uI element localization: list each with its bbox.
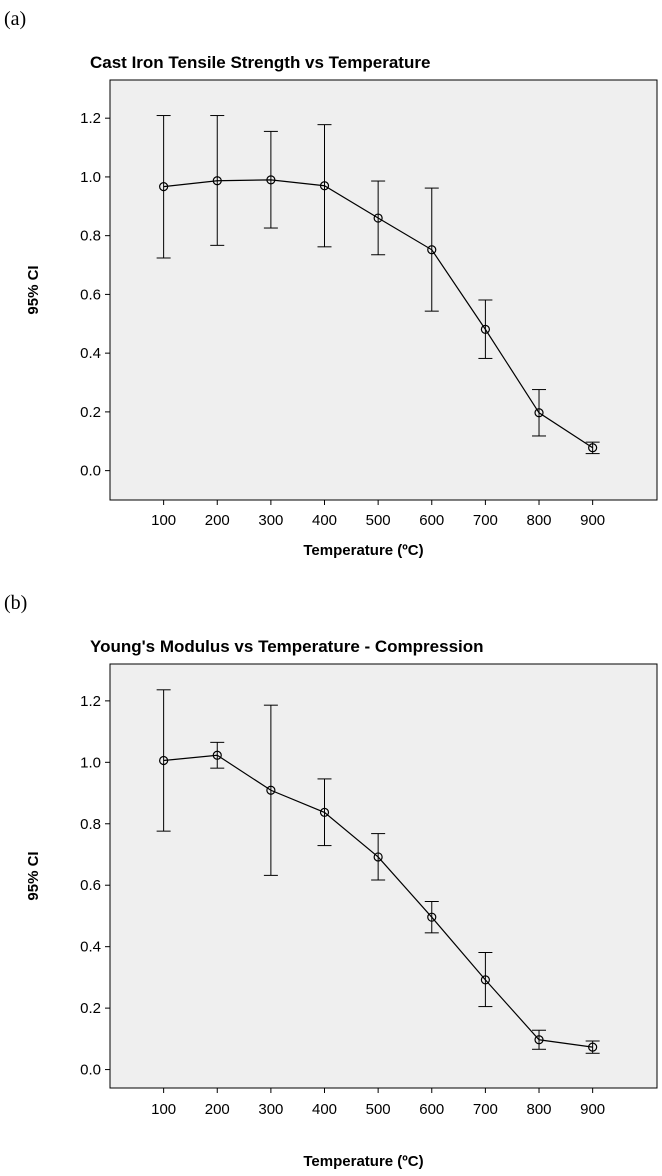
x-tick-label: 500 <box>366 1101 391 1118</box>
data-point <box>319 181 330 191</box>
x-tick-label: 600 <box>419 512 444 529</box>
chart-title: Cast Iron Tensile Strength vs Temperatur… <box>90 53 430 72</box>
data-point <box>588 443 598 453</box>
data-point <box>159 182 169 192</box>
plot-area <box>109 663 658 1089</box>
x-tick-label: 100 <box>151 512 176 529</box>
y-tick-label: 1.2 <box>80 110 101 127</box>
x-tick-label: 500 <box>366 512 391 529</box>
data-point <box>534 1035 544 1045</box>
y-tick-label: 0.0 <box>80 463 101 480</box>
x-axis-label: Temperature (ºC) <box>303 542 423 559</box>
data-point <box>427 245 437 255</box>
data-point <box>480 975 490 985</box>
data-point <box>480 324 490 334</box>
x-axis-label: Temperature (ºC) <box>303 1153 423 1170</box>
data-point <box>588 1042 598 1052</box>
x-tick-label: 900 <box>580 512 605 529</box>
chart-0: Cast Iron Tensile Strength vs Temperatur… <box>25 53 658 559</box>
y-tick-label: 0.0 <box>80 1062 101 1079</box>
data-point <box>373 213 383 223</box>
y-tick-label: 1.0 <box>80 169 101 186</box>
data-point <box>319 807 330 818</box>
x-tick-label: 700 <box>473 512 498 529</box>
x-tick-label: 800 <box>527 512 552 529</box>
y-tick-label: 0.4 <box>80 345 101 362</box>
y-tick-label: 0.4 <box>80 939 101 956</box>
x-tick-label: 400 <box>312 512 337 529</box>
y-tick-label: 0.6 <box>80 877 101 894</box>
y-tick-label: 0.8 <box>80 228 101 245</box>
x-tick-label: 300 <box>258 512 283 529</box>
data-point <box>373 852 383 862</box>
y-tick-label: 0.2 <box>80 404 101 421</box>
y-tick-label: 0.2 <box>80 1000 101 1017</box>
chart-1: Young's Modulus vs Temperature - Compres… <box>25 637 658 1170</box>
y-tick-label: 1.0 <box>80 754 101 771</box>
y-axis-label: 95% CI <box>25 265 42 314</box>
y-tick-label: 0.6 <box>80 286 101 303</box>
data-point <box>212 176 222 186</box>
x-tick-label: 900 <box>580 1101 605 1118</box>
y-tick-label: 0.8 <box>80 816 101 833</box>
x-tick-label: 400 <box>312 1101 337 1118</box>
data-point <box>427 912 437 922</box>
y-axis-label: 95% CI <box>25 851 42 900</box>
x-tick-label: 100 <box>151 1101 176 1118</box>
data-point <box>534 408 544 418</box>
panel-label-a: (a) <box>4 8 27 30</box>
x-tick-label: 700 <box>473 1101 498 1118</box>
chart-title: Young's Modulus vs Temperature - Compres… <box>90 637 484 656</box>
y-tick-label: 1.2 <box>80 693 101 710</box>
x-tick-label: 300 <box>258 1101 283 1118</box>
x-tick-label: 800 <box>527 1101 552 1118</box>
data-point <box>159 755 169 766</box>
data-point <box>266 175 276 185</box>
x-tick-label: 200 <box>205 512 230 529</box>
data-point <box>266 785 276 795</box>
plot-area <box>109 79 658 501</box>
panel-label-b: (b) <box>4 592 28 614</box>
x-tick-label: 600 <box>419 1101 444 1118</box>
x-tick-label: 200 <box>205 1101 230 1118</box>
data-point <box>212 750 222 760</box>
